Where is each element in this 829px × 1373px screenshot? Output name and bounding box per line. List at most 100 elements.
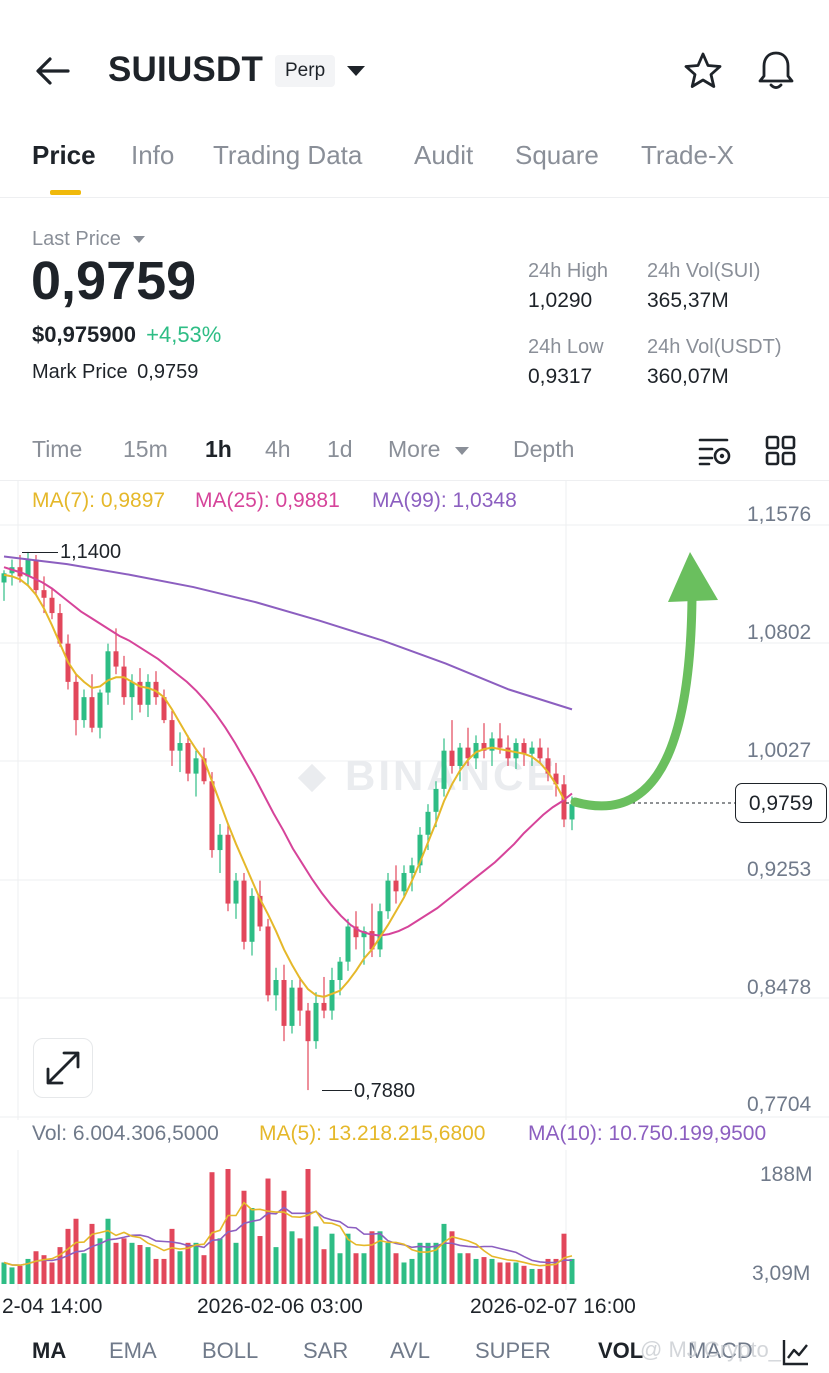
volume-bar [201,1255,207,1284]
volume-bar [353,1253,359,1284]
y-tick-label: 0,8478 [747,976,812,999]
volume-bar [377,1231,383,1284]
volume-bar [401,1262,407,1284]
vol-ma5-legend: MA(5): 13.218.215,6800 [259,1122,486,1145]
timeframe-depth[interactable]: Depth [513,436,575,462]
candle [393,880,399,892]
volume-bar [553,1258,559,1284]
volume-bar [81,1253,87,1284]
tab-audit[interactable]: Audit [414,140,474,170]
volume-bar [537,1268,543,1284]
volume-bar [265,1178,271,1284]
candle [385,880,391,912]
indicator-settings-button[interactable] [697,434,733,468]
indicator-tab-avl[interactable]: AVL [390,1338,430,1363]
indicator-tab-sar[interactable]: SAR [303,1338,349,1363]
volume-bar [25,1258,31,1284]
candle [537,747,543,759]
vol-y-tick-label: 188M [760,1163,813,1186]
symbol-dropdown-button[interactable] [344,60,368,82]
candle [41,590,47,598]
indicator-tab-super[interactable]: SUPER [475,1338,551,1363]
tab-square[interactable]: Square [515,140,599,170]
candle [281,980,287,1026]
ma99-line [3,555,573,711]
volume-bar [481,1257,487,1284]
volume-bar [249,1207,255,1284]
volume-bar [49,1262,55,1284]
volume-bar [369,1231,375,1284]
candle [209,781,215,851]
timeframe-4h[interactable]: 4h [265,436,291,462]
indicator-more-button[interactable] [780,1336,812,1368]
candle [409,865,415,873]
volume-bar [433,1242,439,1284]
candle [121,666,127,698]
vol-y-tick-label: 3,09M [752,1262,811,1285]
candle [361,931,367,938]
candle [265,926,271,996]
x-tick-label: 2-04 14:00 [2,1295,103,1318]
candle [529,747,535,754]
tab-price[interactable]: Price [32,140,96,170]
tab-trading-data[interactable]: Trading Data [213,140,363,170]
volume-bar [313,1226,319,1284]
timeframe-1h[interactable]: 1h [205,436,232,462]
volume-bar [337,1253,343,1284]
volume-bar [153,1258,159,1284]
volume-bar [497,1262,503,1284]
y-tick-label: 1,0802 [747,621,812,644]
timeframe-15m[interactable]: 15m [123,436,168,462]
tabs-divider [0,197,829,198]
indicator-tab-vol[interactable]: VOL [598,1338,644,1363]
candles-group [1,551,575,1091]
current-price-tag: 0,9759 [735,783,827,823]
layout-grid-button[interactable] [764,434,798,468]
stat-24h-low-label: 24h Low [528,336,604,358]
candle [561,784,567,820]
volume-bar [321,1249,327,1284]
tab-trade-x[interactable]: Trade-X [641,140,734,170]
arrow-left-icon [36,57,70,85]
symbol-title[interactable]: SUIUSDT [108,50,264,89]
indicator-tab-ma[interactable]: MA [32,1338,67,1363]
timeframe-more[interactable]: More [388,436,441,462]
volume-bar [41,1255,47,1284]
volume-bar [465,1253,471,1284]
candle [193,758,199,774]
candle [169,720,175,751]
volume-bar [441,1223,447,1284]
price-chart[interactable]: BINANCE [0,480,829,1120]
indicator-tab-ema[interactable]: EMA [109,1338,157,1363]
timeframe-time[interactable]: Time [32,436,83,462]
volume-bar [361,1253,367,1284]
volume-bar [241,1190,247,1284]
volume-chart[interactable] [0,1150,829,1290]
last-price-label[interactable]: Last Price [32,228,147,251]
indicator-tab-boll[interactable]: BOLL [202,1338,259,1363]
tab-info[interactable]: Info [131,140,175,170]
volume-bar [521,1265,527,1284]
volume-bar [57,1247,63,1284]
candle [137,681,143,705]
volume-bar [137,1244,143,1284]
mark-price-label: Mark Price [32,361,128,383]
fullscreen-button[interactable] [33,1038,93,1098]
candle [257,895,263,927]
indicator-tab-macd[interactable]: MACD [688,1338,753,1363]
back-button[interactable] [30,48,76,94]
stat-24h-vol-sui-value: 365,37M [647,289,729,312]
candle [57,613,63,644]
volume-bar [489,1258,495,1284]
timeframe-1d[interactable]: 1d [327,436,353,462]
volume-bar [105,1218,111,1284]
favorite-button[interactable] [682,50,724,92]
volume-bar [449,1231,455,1284]
arrow-head-icon [668,552,718,602]
volume-bar [1,1262,7,1284]
volume-bar [145,1247,151,1284]
candle [105,651,111,693]
alert-button[interactable] [754,48,798,92]
volume-bar [473,1258,479,1284]
stat-24h-high-label: 24h High [528,260,609,282]
